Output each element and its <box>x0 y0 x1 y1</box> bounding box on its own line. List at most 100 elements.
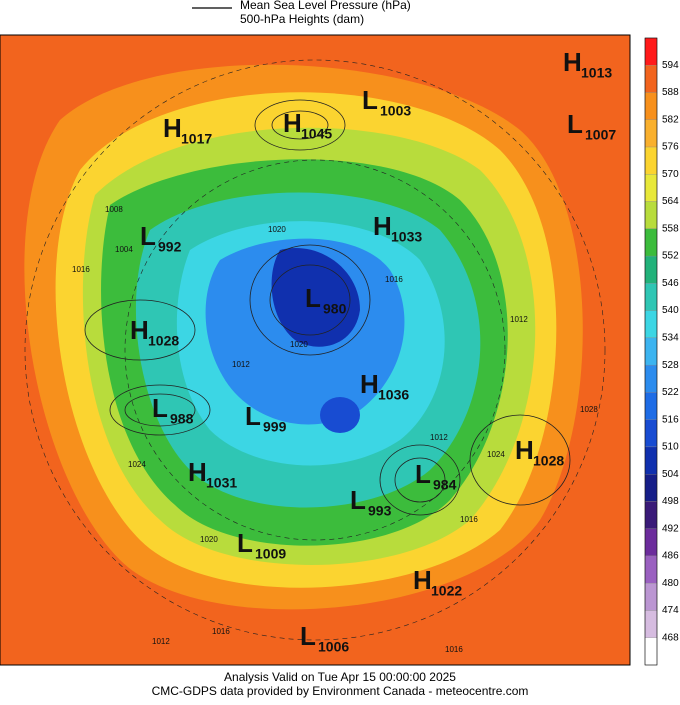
map-frame <box>0 34 631 666</box>
color-swatch <box>644 65 658 93</box>
colorbar-label: 504 <box>662 469 679 480</box>
contour-label: 1008 <box>105 205 123 214</box>
contour-label: 1020 <box>290 340 308 349</box>
center-letter: H <box>130 315 149 345</box>
center-value: 1003 <box>380 103 411 119</box>
color-swatch <box>644 201 658 229</box>
center-value: 1028 <box>533 453 564 469</box>
colorbar: 594 588 582 576 570 564 558 552 546 540 534 528 522 5… <box>644 37 679 666</box>
colorbar-label: 552 <box>662 251 679 262</box>
contours <box>24 59 606 641</box>
center-value: 1009 <box>255 546 286 562</box>
color-swatch <box>644 501 658 529</box>
colorbar-label: 492 <box>662 523 679 534</box>
color-swatch <box>644 228 658 257</box>
colorbar-label: 570 <box>662 169 679 180</box>
color-swatch <box>644 528 658 557</box>
colorbar-label: 468 <box>662 632 679 643</box>
center-letter: L <box>415 459 431 489</box>
center-value: 1017 <box>181 131 212 147</box>
contour-label: 1024 <box>487 450 505 459</box>
center-letter: L <box>237 528 253 558</box>
map <box>0 35 630 665</box>
contour-label: 1016 <box>212 627 230 636</box>
center-letter: H <box>515 435 534 465</box>
contour-label: 1016 <box>72 265 90 274</box>
center-value: 1033 <box>391 229 422 245</box>
colorbar-label: 498 <box>662 496 679 507</box>
center-letter: H <box>563 47 582 77</box>
colorbar-label: 510 <box>662 442 679 453</box>
colorbar-label: 594 <box>662 60 679 71</box>
legend-heights: 500-hPa Heights (dam) <box>240 12 364 26</box>
center-value: 999 <box>263 419 287 435</box>
color-swatch <box>644 637 658 666</box>
colorbar-label: 576 <box>662 142 679 153</box>
colorbar-label: 516 <box>662 414 679 425</box>
footer-credit: CMC-GDPS data provided by Environment Ca… <box>152 684 529 698</box>
color-swatch <box>644 474 658 502</box>
band-504 <box>271 248 360 347</box>
color-swatch <box>644 364 658 393</box>
colorbar-label: 474 <box>662 605 679 616</box>
contour-labels: 1008 1004 1016 1020 1016 1020 1012 1024 1020 1016… <box>72 205 598 654</box>
center-letter: L <box>152 393 168 423</box>
colorbar-label: 564 <box>662 196 679 207</box>
color-swatch <box>644 419 658 448</box>
contour-label: 1028 <box>580 405 598 414</box>
center-letter: L <box>245 401 261 431</box>
center-letter: L <box>362 85 378 115</box>
color-swatch <box>644 255 658 284</box>
center-letter: L <box>305 283 321 313</box>
colorbar-label: 540 <box>662 305 679 316</box>
center-value: 992 <box>158 239 182 255</box>
center-value: 1013 <box>581 65 612 81</box>
center-letter: L <box>300 621 316 651</box>
color-swatch <box>644 146 658 175</box>
color-swatch <box>644 119 658 148</box>
center-value: 993 <box>368 503 392 519</box>
center-value: 988 <box>170 411 194 427</box>
center-value: 1022 <box>431 583 462 599</box>
center-value: 980 <box>323 301 347 317</box>
colorbar-label: 546 <box>662 278 679 289</box>
color-swatch <box>644 392 658 420</box>
color-swatch <box>644 337 658 366</box>
color-swatch <box>644 92 658 120</box>
colorbar-label: 582 <box>662 114 679 125</box>
contour-label: 1012 <box>152 637 170 646</box>
colorbar-label: 558 <box>662 223 679 234</box>
center-letter: L <box>140 221 156 251</box>
color-swatch <box>644 610 658 638</box>
color-swatch <box>644 583 658 611</box>
color-swatch <box>644 37 658 66</box>
center-letter: L <box>567 109 583 139</box>
center-letter: H <box>373 211 392 241</box>
contour-label: 1012 <box>510 315 528 324</box>
contour-label: 1012 <box>430 433 448 442</box>
center-letter: H <box>413 565 432 595</box>
center-value: 984 <box>433 477 457 493</box>
contour-label: 1012 <box>232 360 250 369</box>
color-swatch <box>644 283 658 311</box>
center-value: 1006 <box>318 639 349 655</box>
contour-label: 1016 <box>385 275 403 284</box>
color-swatch <box>644 310 658 339</box>
center-value: 1036 <box>378 387 409 403</box>
center-value: 1028 <box>148 333 179 349</box>
contour-label: 1004 <box>115 245 133 254</box>
center-letter: H <box>283 108 302 138</box>
legend-pressure: Mean Sea Level Pressure (hPa) <box>240 0 411 12</box>
colorbar-label: 480 <box>662 578 679 589</box>
contour-label: 1016 <box>460 515 478 524</box>
color-swatch <box>644 555 658 584</box>
color-swatch <box>644 174 658 202</box>
colorbar-label: 528 <box>662 360 679 371</box>
center-letter: H <box>360 369 379 399</box>
colorbar-frame <box>644 37 658 666</box>
center-value: 1045 <box>301 126 332 142</box>
color-swatch <box>644 446 658 475</box>
